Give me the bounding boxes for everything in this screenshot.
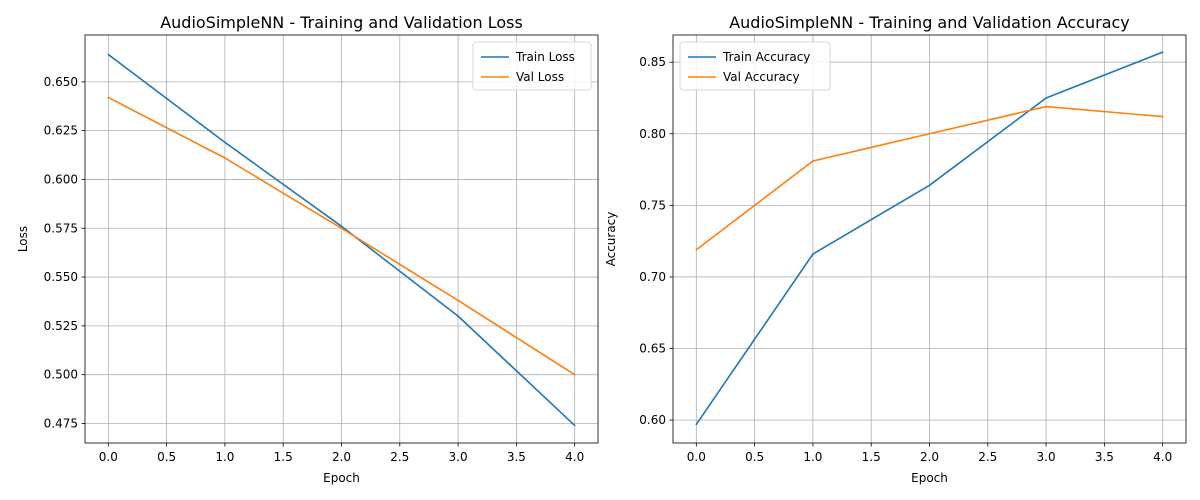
x-tick-label: 3.5 (507, 450, 526, 464)
chart-title: AudioSimpleNN - Training and Validation … (729, 13, 1130, 32)
y-tick-label: 0.525 (44, 319, 78, 333)
x-tick-label: 2.5 (978, 450, 997, 464)
data-point (573, 424, 576, 427)
x-tick-label: 1.0 (803, 450, 822, 464)
x-tick-label: 2.5 (390, 450, 409, 464)
data-point (107, 53, 110, 56)
y-tick-label: 0.65 (639, 342, 666, 356)
chart-1: 0.0 0.5 1.0 1.5 2.0 2.5 3.0 3.5 4.0 0.475 0.500 0.5… (16, 13, 599, 485)
y-tick-label: 0.475 (44, 416, 78, 430)
data-point (224, 157, 226, 159)
x-tick-label: 1.5 (274, 450, 293, 464)
data-point (224, 141, 226, 144)
legend: Train Loss Val Loss (472, 41, 592, 91)
y-tick-label: 0.80 (639, 127, 666, 141)
data-point (457, 315, 459, 317)
data-point (340, 225, 343, 228)
x-tick-label: 3.0 (449, 450, 468, 464)
legend-label: Train Loss (515, 50, 575, 64)
x-axis-label: Epoch (911, 471, 948, 485)
data-point (928, 132, 931, 135)
chart-title: AudioSimpleNN - Training and Validation … (160, 13, 523, 32)
x-tick-label: 1.0 (215, 450, 234, 464)
data-point (340, 227, 343, 230)
data-point (1045, 97, 1047, 99)
y-tick-label: 0.70 (639, 270, 666, 284)
y-tick-label: 0.60 (639, 413, 666, 427)
y-tick-label: 0.625 (44, 124, 78, 138)
legend-label: Val Loss (516, 70, 564, 84)
x-tick-label: 0.5 (745, 450, 764, 464)
data-point (573, 373, 576, 376)
y-tick-label: 0.550 (44, 270, 78, 284)
y-tick-label: 0.600 (44, 172, 78, 186)
x-tick-label: 0.0 (687, 450, 706, 464)
axes-frame (672, 34, 1187, 444)
x-tick-label: 2.0 (332, 450, 351, 464)
y-tick-label: 0.500 (44, 368, 78, 382)
y-tick-label: 0.85 (639, 55, 666, 69)
x-tick-label: 4.0 (1153, 450, 1172, 464)
chart-2: 0.0 0.5 1.0 1.5 2.0 2.5 3.0 3.5 4.0 0.60 0.65 0.70 0… (604, 13, 1187, 485)
x-axis-label: Epoch (323, 471, 360, 485)
data-point (457, 299, 459, 302)
y-tick-label: 0.575 (44, 221, 78, 235)
data-point (1161, 51, 1164, 53)
data-point (928, 184, 931, 187)
y-axis-label: Accuracy (604, 212, 618, 267)
legend-label: Val Accuracy (723, 70, 800, 84)
legend: Train Accuracy Val Accuracy (679, 41, 831, 91)
x-tick-label: 4.0 (565, 450, 584, 464)
y-tick-label: 0.650 (44, 75, 78, 89)
legend-box (679, 41, 831, 91)
data-point (695, 423, 698, 426)
x-tick-label: 3.5 (1095, 450, 1114, 464)
legend-box (472, 41, 592, 91)
x-tick-label: 2.0 (920, 450, 939, 464)
data-point (1161, 115, 1164, 118)
y-axis-label: Loss (16, 226, 30, 252)
data-point (812, 253, 814, 255)
data-point (1045, 105, 1047, 108)
y-tick-label: 0.75 (639, 198, 666, 212)
data-point (812, 160, 814, 162)
legend-label: Train Accuracy (722, 50, 810, 64)
x-tick-label: 0.5 (157, 450, 176, 464)
x-tick-label: 3.0 (1037, 450, 1056, 464)
x-tick-label: 0.0 (99, 450, 118, 464)
x-tick-label: 1.5 (862, 450, 881, 464)
axes-frame (84, 34, 599, 444)
data-point (107, 96, 110, 99)
data-point (695, 248, 698, 251)
